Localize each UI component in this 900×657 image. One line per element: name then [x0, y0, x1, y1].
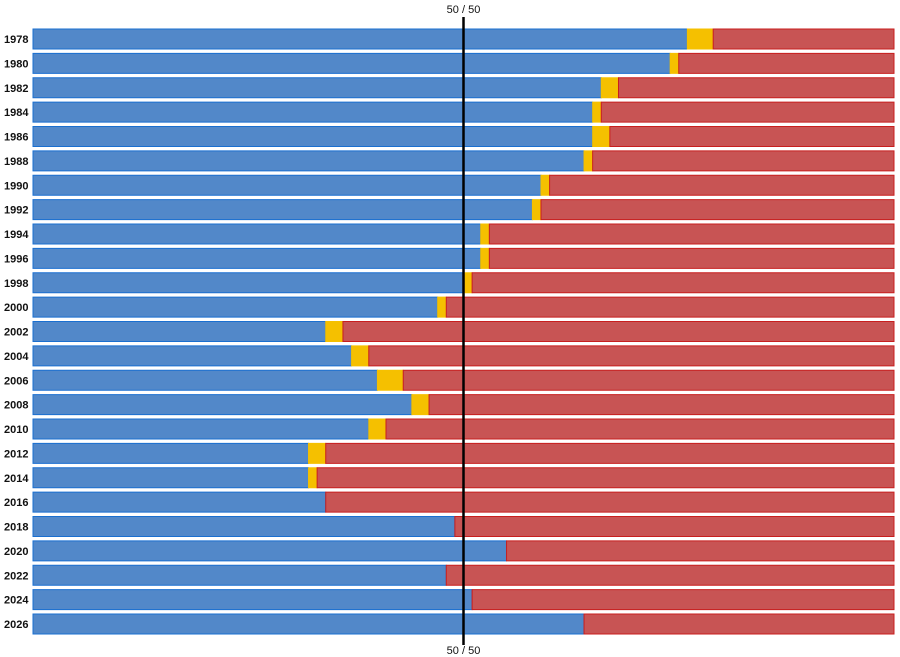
bar-segment-1986-blue: [32, 126, 594, 147]
bar-segment-1998-yellow: [463, 272, 473, 294]
bar-segment-1998-red: [471, 272, 895, 294]
bar-segment-2014-yellow: [308, 467, 318, 489]
bar-segment-2006-red: [402, 369, 895, 391]
bar-segment-2012-red: [325, 442, 895, 464]
bar-segment-1988-yellow: [583, 150, 594, 172]
bar-segment-2026-red: [583, 613, 895, 635]
year-label: 2018: [4, 522, 28, 534]
bar-segment-2006-yellow: [376, 369, 404, 391]
bar-segment-1980-yellow: [669, 52, 680, 74]
year-label: 2006: [4, 375, 28, 387]
bar-segment-1990-yellow: [540, 174, 551, 196]
year-label: 2024: [4, 595, 29, 607]
bar-segment-1982-yellow: [600, 77, 619, 99]
bar-segment-1994-blue: [32, 223, 482, 245]
year-label: 2016: [4, 497, 28, 509]
bar-segment-1996-yellow: [480, 247, 490, 269]
year-label: 1980: [4, 58, 28, 70]
bar-segment-1984-blue: [32, 101, 594, 123]
year-label: 1978: [4, 34, 28, 46]
bar-segment-2010-blue: [32, 418, 370, 440]
year-label: 2014: [4, 473, 29, 485]
bar-segment-1988-blue: [32, 150, 585, 172]
year-label: 1990: [4, 180, 28, 192]
bar-segment-2016-blue: [32, 491, 327, 513]
bar-segment-2018-blue: [32, 516, 456, 537]
bar-segment-2020-blue: [32, 540, 508, 562]
year-label: 1994: [4, 229, 29, 241]
bar-segment-2016-red: [325, 491, 895, 513]
bar-segment-2000-blue: [32, 296, 439, 318]
bar-segment-2008-blue: [32, 394, 413, 416]
bar-segment-2008-yellow: [411, 394, 430, 416]
year-label: 2004: [4, 351, 29, 363]
bar-segment-1986-red: [609, 126, 895, 147]
bar-segment-1996-red: [488, 247, 895, 269]
year-label: 1988: [4, 156, 28, 168]
year-label: 2022: [4, 570, 28, 582]
year-label: 2008: [4, 400, 28, 412]
year-label: 2010: [4, 424, 28, 436]
bars-group: [32, 28, 895, 635]
bar-segment-1996-blue: [32, 247, 482, 269]
year-label: 1996: [4, 253, 28, 265]
bar-segment-2004-blue: [32, 345, 353, 367]
bar-segment-1980-blue: [32, 52, 671, 74]
bar-segment-1984-red: [600, 101, 895, 123]
bar-segment-2002-red: [342, 321, 895, 342]
bar-segment-1982-red: [617, 77, 895, 99]
bar-segment-2014-blue: [32, 467, 310, 489]
year-label: 2002: [4, 327, 28, 339]
bar-segment-1980-red: [678, 52, 895, 74]
bar-segment-1992-blue: [32, 199, 533, 221]
bar-segment-1994-red: [488, 223, 895, 245]
bar-segment-1978-red: [712, 28, 895, 50]
bar-segment-2012-yellow: [308, 442, 327, 464]
year-label: 1992: [4, 205, 28, 217]
year-label: 2026: [4, 619, 28, 631]
bar-segment-1984-yellow: [592, 101, 602, 123]
bar-segment-1978-blue: [32, 28, 688, 50]
bar-segment-1992-yellow: [531, 199, 542, 221]
bar-segment-2022-blue: [32, 564, 447, 586]
bar-segment-2006-blue: [32, 369, 378, 391]
bar-segment-2022-red: [445, 564, 895, 586]
bar-segment-2020-red: [506, 540, 895, 562]
year-label: 1984: [4, 107, 29, 119]
bar-segment-1992-red: [540, 199, 895, 221]
bar-segment-1990-red: [549, 174, 895, 196]
bar-segment-1988-red: [592, 150, 895, 172]
year-label: 1982: [4, 83, 28, 95]
year-label: 2012: [4, 448, 28, 460]
year-label: 1998: [4, 278, 28, 290]
bar-segment-2010-red: [385, 418, 895, 440]
bar-segment-2004-yellow: [351, 345, 370, 367]
year-labels-group: 1978 1980 1982 1984 1986 1988 1990 1992 1994 1996…: [4, 34, 29, 631]
year-label: 2000: [4, 302, 28, 314]
bar-segment-1982-blue: [32, 77, 602, 99]
bar-segment-2000-red: [445, 296, 895, 318]
bar-segment-1990-blue: [32, 174, 542, 196]
bar-segment-2026-blue: [32, 613, 585, 635]
bar-segment-2014-red: [316, 467, 895, 489]
bar-segment-1994-yellow: [480, 223, 490, 245]
bar-segment-2002-yellow: [325, 321, 344, 342]
bar-segment-2024-red: [471, 589, 895, 611]
bar-segment-2024-blue: [32, 589, 473, 611]
year-label: 2020: [4, 546, 28, 558]
fifty-fifty-label-bottom: 50 / 50: [447, 645, 481, 657]
fifty-fifty-label-top: 50 / 50: [447, 4, 481, 16]
bar-segment-2008-red: [428, 394, 895, 416]
bar-segment-1998-blue: [32, 272, 464, 294]
bar-segment-2002-blue: [32, 321, 327, 342]
bar-segment-2012-blue: [32, 442, 310, 464]
year-label: 1986: [4, 132, 28, 144]
bar-segment-2004-red: [368, 345, 895, 367]
bar-segment-2018-red: [454, 516, 895, 537]
bar-segment-1978-yellow: [686, 28, 714, 50]
bar-segment-2000-yellow: [437, 296, 447, 318]
bar-segment-2010-yellow: [368, 418, 387, 440]
bar-segment-1986-yellow: [592, 126, 611, 147]
